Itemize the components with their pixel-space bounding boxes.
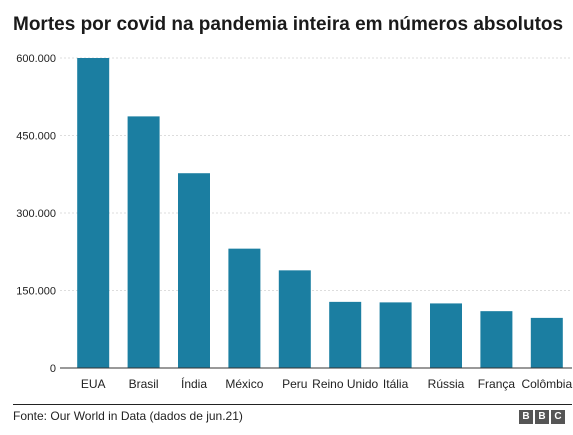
y-tick-label: 150.000: [16, 286, 56, 298]
logo-letter: B: [535, 410, 549, 424]
bar: [531, 318, 563, 368]
footer-divider: [13, 404, 572, 405]
y-tick-label: 0: [50, 363, 56, 375]
x-tick-label: Rússia: [428, 377, 465, 391]
bar-chart: 0 150.000 300.000 450.000 600.000 EUA Brasil Ín…: [0, 0, 573, 400]
bar: [228, 249, 260, 368]
x-tick-label: Itália: [383, 377, 409, 391]
y-tick-label: 450.000: [16, 131, 56, 143]
y-tick-label: 300.000: [16, 208, 56, 220]
bar: [329, 302, 361, 368]
bar: [430, 303, 462, 368]
x-tick-label: França: [478, 377, 516, 391]
bar: [77, 58, 109, 368]
y-tick-label: 600.000: [16, 53, 56, 65]
bbc-logo: B B C: [519, 410, 565, 424]
bar: [279, 270, 311, 368]
x-tick-label: Reino Unido: [312, 377, 378, 391]
source-note: Fonte: Our World in Data (dados de jun.2…: [13, 409, 243, 423]
x-tick-label: Peru: [282, 377, 307, 391]
x-tick-label: Colômbia: [521, 377, 572, 391]
bar: [380, 302, 412, 368]
x-tick-label: México: [225, 377, 263, 391]
bar: [178, 173, 210, 368]
x-tick-label: EUA: [81, 377, 106, 391]
bar: [480, 311, 512, 368]
x-tick-label: Índia: [181, 376, 207, 391]
logo-letter: C: [551, 410, 565, 424]
logo-letter: B: [519, 410, 533, 424]
x-tick-label: Brasil: [129, 377, 159, 391]
bar: [128, 116, 160, 368]
